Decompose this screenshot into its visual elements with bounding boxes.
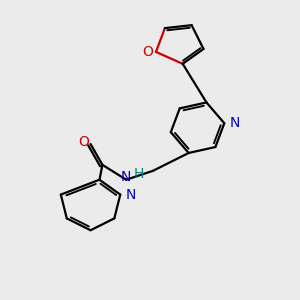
Text: H: H — [134, 167, 144, 181]
Text: N: N — [230, 116, 240, 130]
Text: N: N — [121, 170, 131, 184]
Text: O: O — [142, 45, 153, 59]
Text: N: N — [126, 188, 136, 202]
Text: O: O — [79, 135, 89, 149]
